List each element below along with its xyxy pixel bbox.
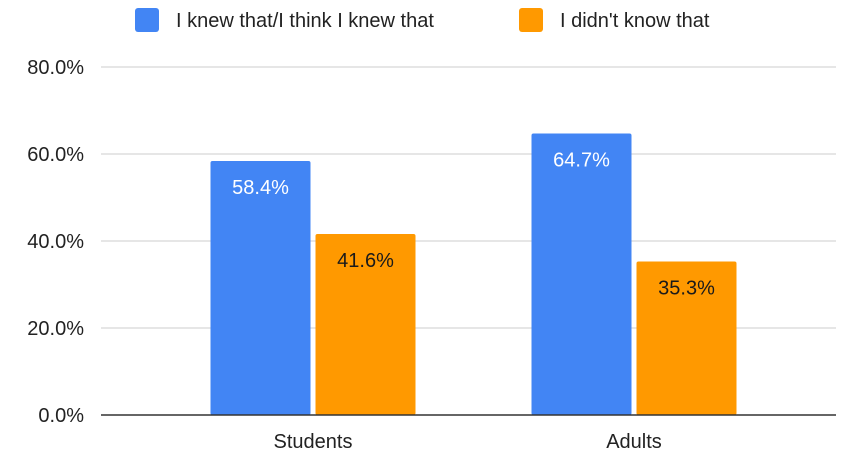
y-axis: 0.0% 20.0% 40.0% 60.0% 80.0% bbox=[27, 57, 84, 427]
data-label: 58.4% bbox=[232, 177, 289, 199]
data-label: 64.7% bbox=[553, 150, 610, 172]
x-tick-label: Students bbox=[274, 431, 353, 453]
y-tick-label: 80.0% bbox=[27, 57, 84, 79]
bar bbox=[531, 133, 632, 415]
legend-label: I knew that/I think I knew that bbox=[176, 10, 434, 32]
legend: I knew that/I think I knew that I didn't … bbox=[135, 8, 710, 32]
y-tick-label: 0.0% bbox=[38, 405, 84, 427]
bar bbox=[315, 234, 416, 415]
legend-swatch bbox=[135, 8, 159, 32]
legend-swatch bbox=[519, 8, 543, 32]
x-tick-label: Adults bbox=[606, 431, 662, 453]
legend-label: I didn't know that bbox=[560, 10, 710, 32]
data-label: 35.3% bbox=[658, 277, 715, 299]
bars: 58.4% 41.6% 64.7% 35.3% bbox=[210, 133, 737, 415]
y-tick-label: 20.0% bbox=[27, 318, 84, 340]
y-tick-label: 40.0% bbox=[27, 231, 84, 253]
bar bbox=[636, 261, 737, 415]
data-label: 41.6% bbox=[337, 250, 394, 272]
x-axis: Students Adults bbox=[101, 414, 836, 453]
bar bbox=[210, 160, 311, 415]
y-tick-label: 60.0% bbox=[27, 144, 84, 166]
